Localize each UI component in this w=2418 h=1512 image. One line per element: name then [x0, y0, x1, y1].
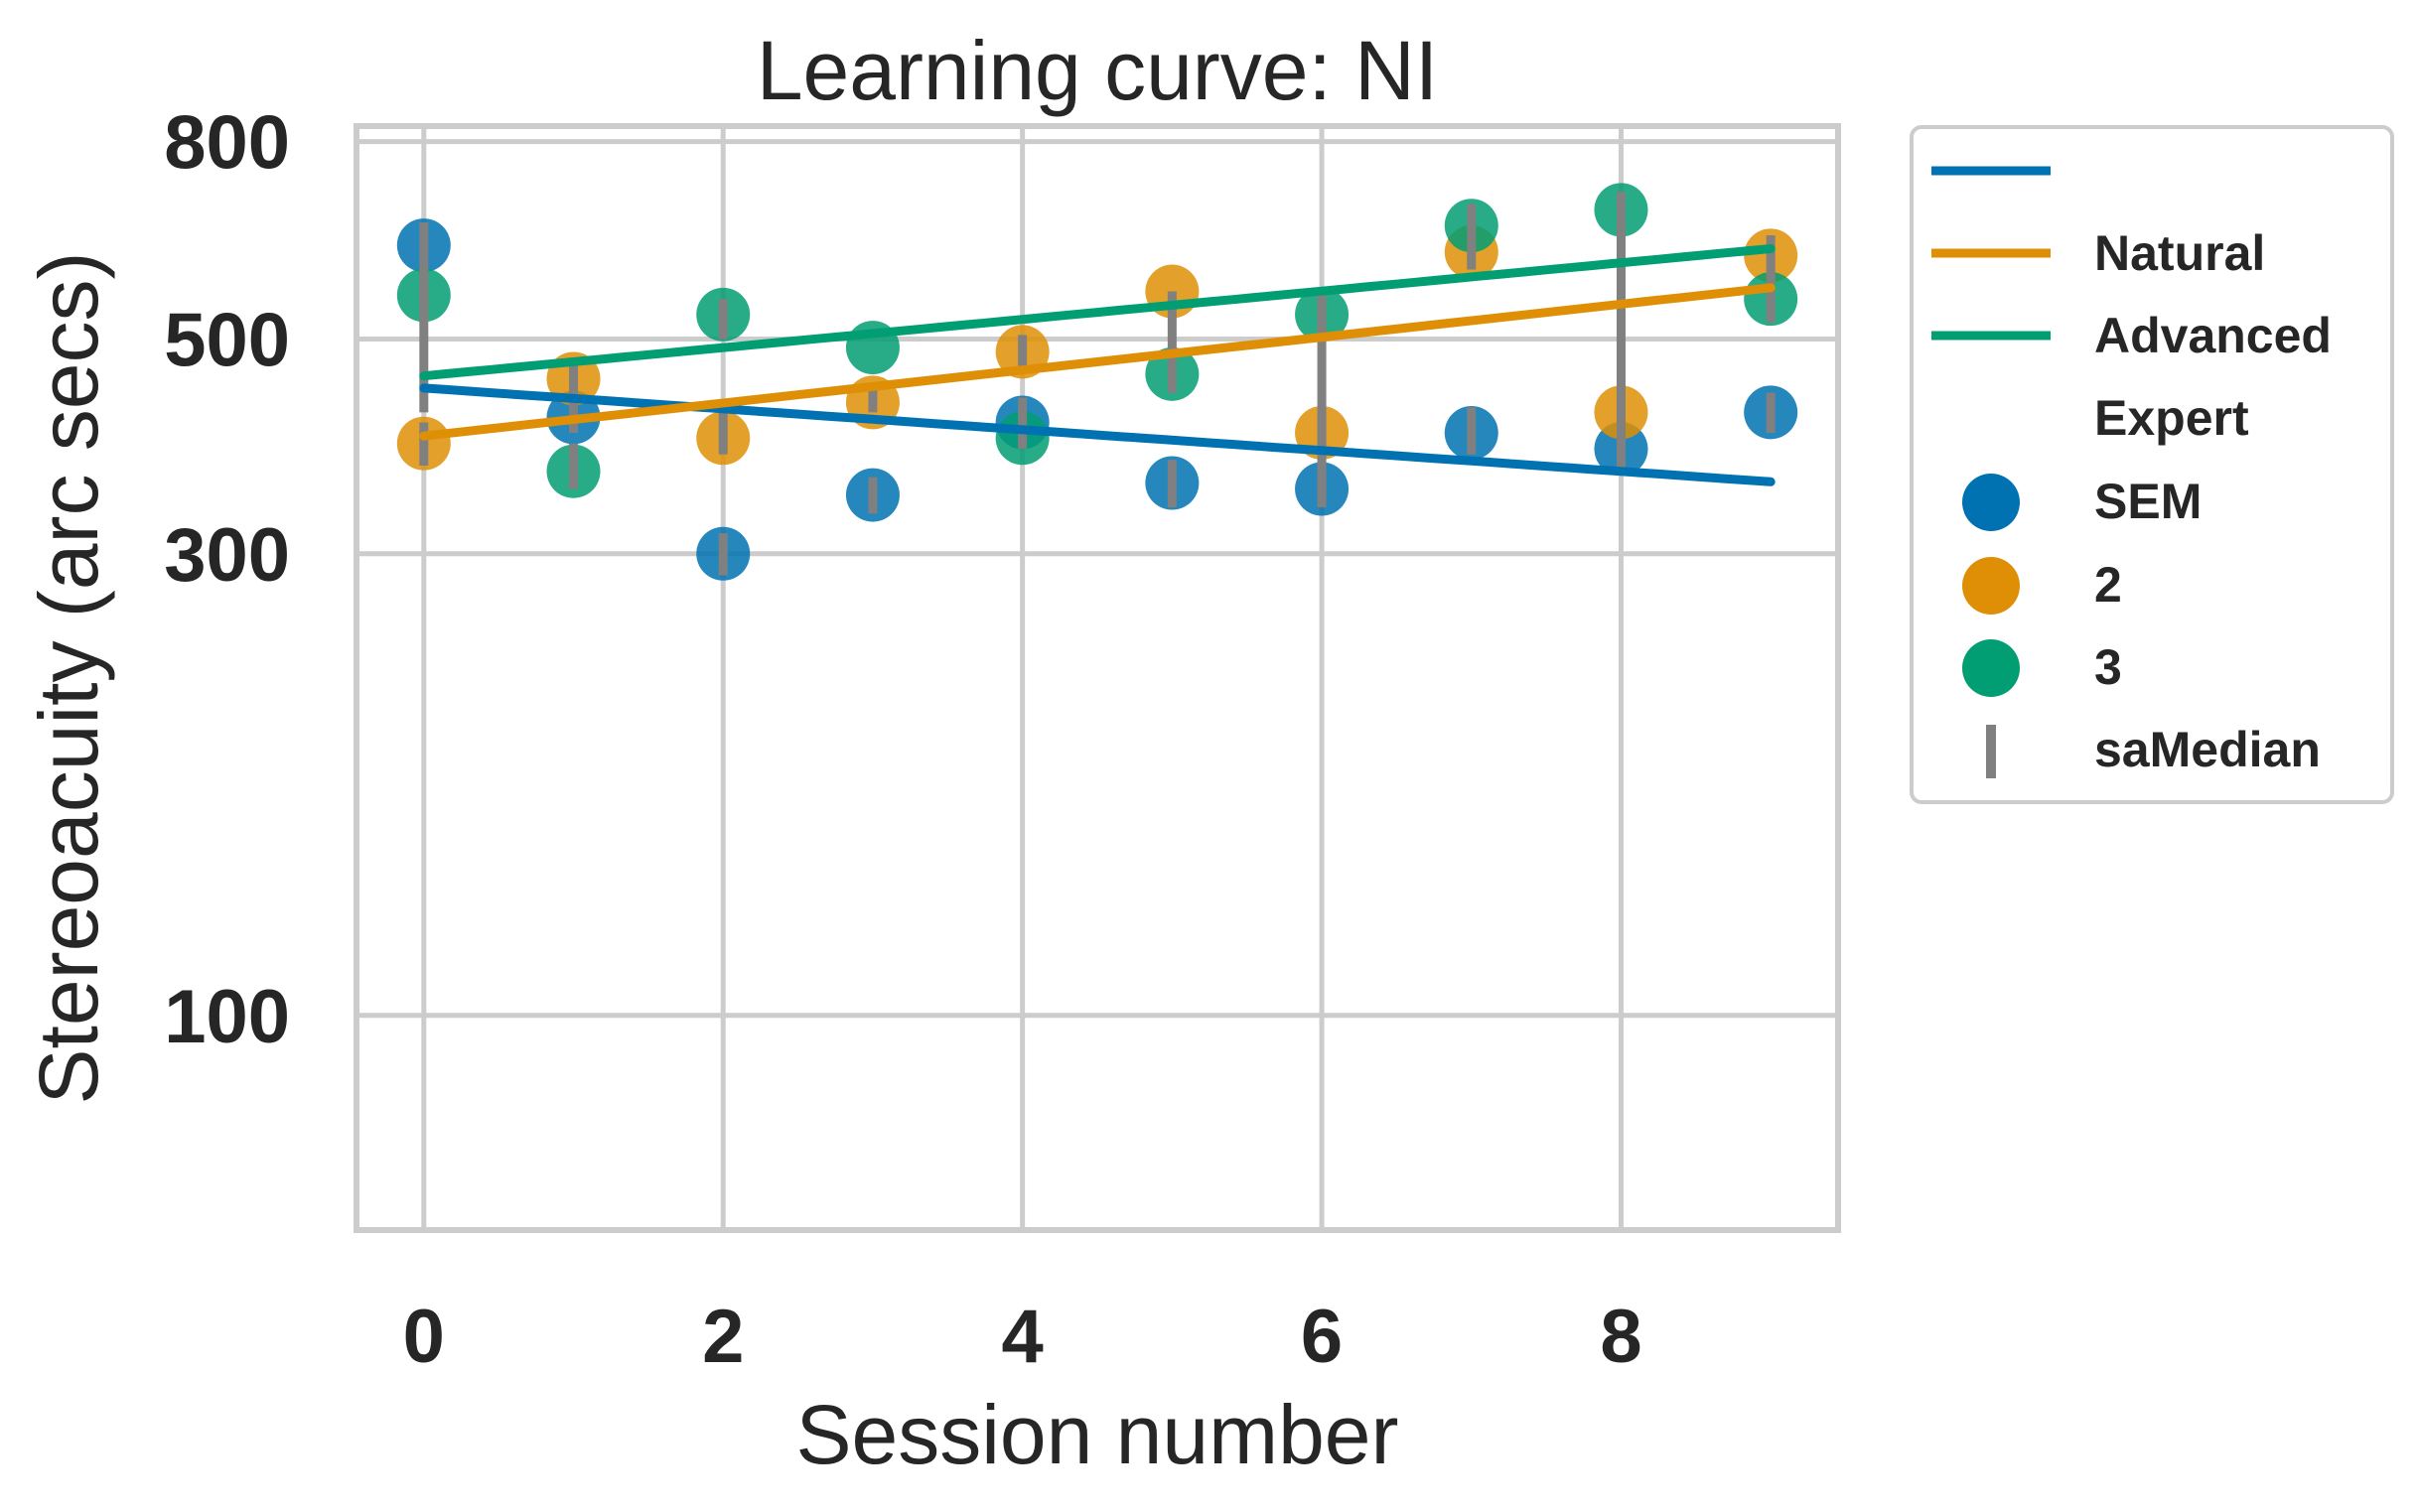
y-axis-label: Stereoacuity (arc secs): [22, 252, 115, 1105]
x-tick-label: 8: [1600, 1295, 1641, 1379]
y-tick-label: 800: [164, 101, 290, 186]
legend-label-3: Advanced: [2094, 308, 2332, 363]
legend-marker-1: [1962, 474, 2020, 531]
x-tick-label: 6: [1301, 1295, 1343, 1379]
plot-frame: [354, 123, 1841, 1233]
fit-line: [419, 283, 1776, 441]
legend-label-4: Expert: [2094, 390, 2249, 446]
fit-line: [419, 244, 1776, 381]
chart-title: Learning curve: NI: [757, 24, 1438, 117]
legend-marker-3: [1962, 639, 2020, 697]
x-tick-label: 0: [403, 1295, 445, 1379]
plot-area: [356, 126, 1838, 1230]
y-tick-label: 100: [164, 975, 290, 1059]
legend-label-8: saMedian: [2094, 722, 2321, 777]
y-tick-label: 500: [164, 299, 290, 383]
legend-label-7: 3: [2094, 639, 2122, 695]
x-tick-label: 2: [702, 1295, 744, 1379]
legend-frame: [1910, 125, 2394, 804]
x-tick-label: 4: [1002, 1295, 1044, 1379]
legend-label-2: Natural: [2094, 225, 2265, 281]
x-axis-label: Session number: [796, 1388, 1399, 1481]
legend: Natural Advanced Expert SEM 2 3 saMedian: [1910, 125, 2394, 804]
legend-label-6: 2: [2094, 557, 2122, 613]
legend-label-5: SEM: [2094, 474, 2202, 529]
chart-marks: [396, 183, 1798, 581]
legend-marker-2: [1962, 557, 2020, 615]
axes: 0 2 4 6 8 100 300 500 800: [164, 101, 1641, 1379]
fit-line: [419, 383, 1776, 486]
y-tick-label: 300: [164, 513, 290, 598]
